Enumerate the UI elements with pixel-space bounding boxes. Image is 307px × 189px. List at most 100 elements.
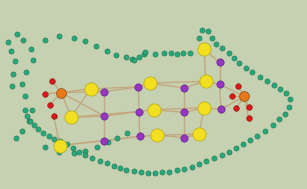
Point xyxy=(230,95,235,98)
Point xyxy=(175,52,180,55)
Point xyxy=(118,166,123,169)
Point xyxy=(105,50,110,53)
Point xyxy=(106,141,111,144)
Point xyxy=(28,119,33,122)
Point xyxy=(214,42,219,45)
Point xyxy=(141,53,146,56)
Point xyxy=(43,92,48,95)
Point xyxy=(77,150,82,153)
Point xyxy=(97,160,102,163)
Point xyxy=(83,150,88,153)
Point xyxy=(71,36,76,39)
Point xyxy=(71,146,76,149)
Point xyxy=(248,138,253,141)
Point xyxy=(219,154,224,157)
Point xyxy=(123,55,128,58)
Point xyxy=(56,150,61,153)
Point xyxy=(231,57,236,60)
Point xyxy=(31,59,36,62)
Point xyxy=(14,33,19,36)
Point xyxy=(202,48,207,51)
Point xyxy=(131,59,136,62)
Point xyxy=(270,124,275,127)
Point xyxy=(56,34,61,37)
Point xyxy=(27,119,32,122)
Point xyxy=(182,136,187,139)
Point xyxy=(102,115,107,118)
Point xyxy=(9,84,14,88)
Point xyxy=(206,29,211,32)
Point xyxy=(8,50,13,53)
Point xyxy=(196,163,201,166)
Point xyxy=(5,40,10,43)
Point xyxy=(130,57,134,60)
Point xyxy=(57,140,62,143)
Point xyxy=(250,71,255,74)
Point xyxy=(288,98,293,101)
Point xyxy=(235,84,240,88)
Point xyxy=(29,48,34,51)
Point xyxy=(111,164,116,167)
Point xyxy=(278,88,282,91)
Point xyxy=(51,137,56,140)
Point xyxy=(59,91,64,94)
Point xyxy=(46,135,51,138)
Point xyxy=(234,106,239,109)
Point xyxy=(102,139,107,142)
Point xyxy=(169,51,174,54)
Point xyxy=(162,52,167,55)
Point xyxy=(125,131,130,134)
Point xyxy=(93,45,98,48)
Point xyxy=(115,136,120,139)
Point xyxy=(83,40,88,43)
Point xyxy=(202,106,207,109)
Point xyxy=(146,171,150,174)
Point xyxy=(136,56,141,59)
Point xyxy=(258,76,263,79)
Point xyxy=(10,72,15,75)
Point xyxy=(243,66,248,69)
Point xyxy=(246,105,251,108)
Point xyxy=(210,36,215,39)
Point xyxy=(155,134,160,137)
Point xyxy=(83,154,88,157)
Point xyxy=(20,83,25,86)
Point xyxy=(21,38,25,41)
Point xyxy=(233,146,238,149)
Point xyxy=(23,108,28,112)
Point xyxy=(153,171,157,174)
Point xyxy=(287,105,292,108)
Point xyxy=(226,52,231,55)
Point xyxy=(148,82,153,85)
Point xyxy=(104,162,109,165)
Point xyxy=(138,171,143,174)
Point xyxy=(30,108,35,111)
Point xyxy=(217,83,222,86)
Point xyxy=(71,151,76,154)
Point xyxy=(151,108,156,111)
Point xyxy=(167,170,172,173)
Point xyxy=(102,90,107,93)
Point xyxy=(182,167,187,170)
Point xyxy=(153,52,157,55)
Point xyxy=(88,87,93,90)
Point xyxy=(255,134,260,137)
Point xyxy=(196,37,201,40)
Point xyxy=(41,131,45,134)
Point xyxy=(160,171,165,174)
Point xyxy=(262,129,267,132)
Point xyxy=(277,118,282,121)
Point xyxy=(12,60,17,63)
Point xyxy=(47,103,52,106)
Point xyxy=(142,50,147,53)
Point xyxy=(271,84,276,87)
Point xyxy=(187,51,192,54)
Point xyxy=(242,95,247,98)
Point xyxy=(43,38,48,41)
Point xyxy=(204,160,209,163)
Point xyxy=(217,61,222,64)
Point xyxy=(69,116,74,119)
Point xyxy=(64,143,69,146)
Point xyxy=(90,157,95,160)
Point xyxy=(136,85,141,88)
